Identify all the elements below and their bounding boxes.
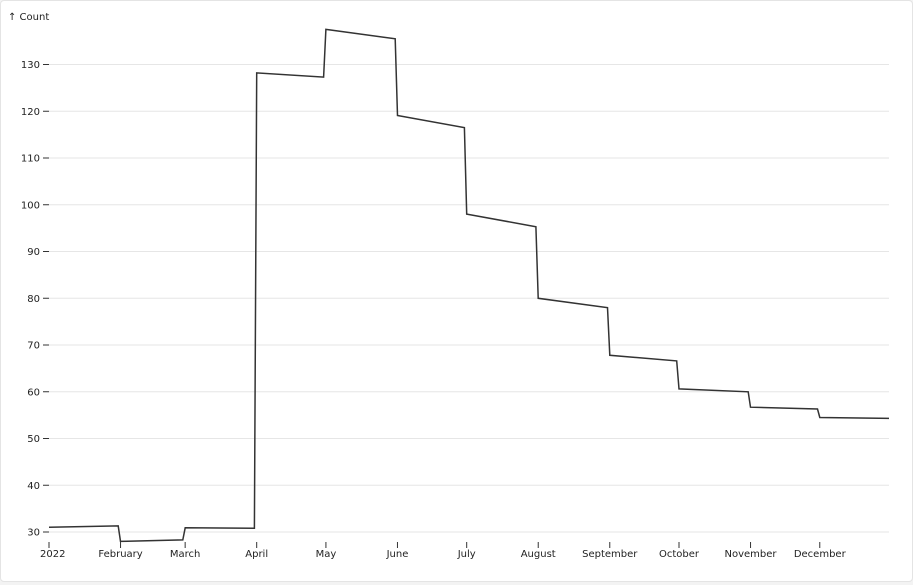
x-tick-label: August — [521, 549, 556, 560]
y-tick-label: 60 — [27, 387, 40, 398]
x-axis: 2022 February March April May June July August S… — [40, 542, 847, 560]
y-tick-label: 120 — [21, 107, 40, 118]
y-axis: 30 40 50 60 70 80 90 100 110 120 130 — [21, 60, 49, 539]
y-tick-label: 130 — [21, 60, 40, 71]
x-tick-label: June — [386, 549, 409, 560]
x-tick-label: March — [170, 549, 200, 560]
x-tick-label: May — [316, 549, 337, 560]
x-tick-label: July — [457, 549, 476, 560]
y-tick-label: 30 — [27, 528, 40, 539]
y-gridlines — [49, 64, 889, 533]
x-tick-label: April — [245, 549, 268, 560]
x-tick-label: February — [98, 549, 142, 560]
x-tick-label: September — [582, 549, 638, 560]
x-tick-label: November — [725, 549, 778, 560]
y-tick-label: 90 — [27, 247, 40, 258]
series-line — [48, 28, 890, 543]
y-tick-label: 100 — [21, 200, 40, 211]
x-tick-label: 2022 — [40, 549, 65, 560]
y-tick-label: 110 — [21, 154, 40, 165]
y-tick-label: 40 — [27, 481, 40, 492]
x-tick-label: December — [794, 549, 847, 560]
y-tick-label: 50 — [27, 434, 40, 445]
y-axis-label: ↑ Count — [8, 12, 49, 23]
y-tick-label: 70 — [27, 341, 40, 352]
y-tick-label: 80 — [27, 294, 40, 305]
x-tick-label: October — [659, 549, 700, 560]
